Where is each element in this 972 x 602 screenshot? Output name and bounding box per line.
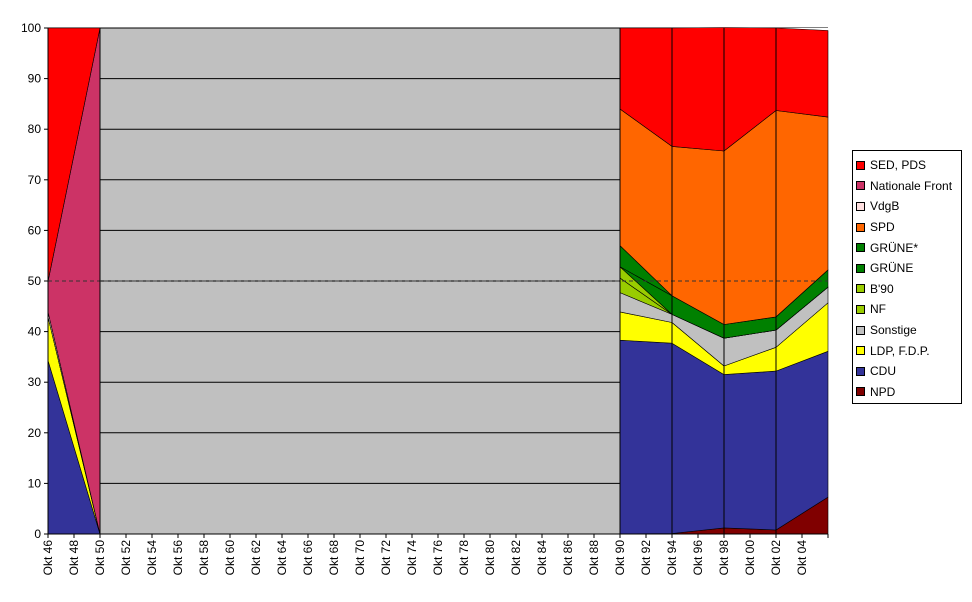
y-tick-label-100: 100: [21, 21, 41, 35]
legend-swatch: [856, 366, 865, 376]
x-tick-label-13: Okt 72: [379, 540, 393, 576]
y-tick-label-80: 80: [28, 122, 42, 136]
x-tick-label-26: Okt 98: [717, 540, 731, 576]
x-tick-label-14: Okt 74: [405, 540, 419, 576]
legend-label: VdgB: [870, 199, 900, 214]
legend-item-ldp-f-d-p: LDP, F.D.P.: [856, 340, 961, 361]
y-tick-label-90: 90: [28, 72, 42, 86]
legend-item-nf: NF: [856, 299, 961, 320]
x-tick-label-23: Okt 92: [639, 540, 653, 576]
y-tick-label-40: 40: [28, 325, 42, 339]
legend-swatch: [856, 325, 865, 335]
y-tick-label-60: 60: [28, 223, 42, 237]
x-tick-label-7: Okt 60: [223, 540, 237, 576]
x-tick-label-21: Okt 88: [587, 540, 601, 576]
legend-swatch: [856, 160, 865, 170]
x-tick-label-3: Okt 52: [119, 540, 133, 576]
legend-swatch: [856, 201, 865, 211]
x-tick-label-6: Okt 58: [197, 540, 211, 576]
x-tick-label-19: Okt 84: [535, 540, 549, 576]
legend-swatch: [856, 346, 865, 356]
legend-item-nationale-front: Nationale Front: [856, 176, 961, 197]
x-tick-label-18: Okt 82: [509, 540, 523, 576]
y-tick-label-30: 30: [28, 375, 42, 389]
legend-item-gr-ne: GRÜNE*: [856, 237, 961, 258]
x-tick-label-25: Okt 96: [691, 540, 705, 576]
x-tick-label-20: Okt 86: [561, 540, 575, 576]
x-tick-label-4: Okt 54: [145, 540, 159, 576]
legend-swatch: [856, 222, 865, 232]
legend-label: SPD: [870, 220, 895, 235]
legend-item-npd: NPD: [856, 382, 961, 403]
x-tick-label-15: Okt 76: [431, 540, 445, 576]
y-tick-label-10: 10: [28, 476, 42, 490]
legend-item-vdgb: VdgB: [856, 196, 961, 217]
x-tick-label-17: Okt 80: [483, 540, 497, 576]
chart-legend: SED, PDS Nationale Front VdgB SPD GRÜNE* GRÜN…: [852, 150, 962, 404]
legend-swatch: [856, 243, 865, 253]
legend-item-sonstige: Sonstige: [856, 320, 961, 341]
legend-label: SED, PDS: [870, 158, 927, 173]
y-tick-label-50: 50: [28, 274, 42, 288]
legend-item-gr-ne: GRÜNE: [856, 258, 961, 279]
x-tick-label-22: Okt 90: [613, 540, 627, 576]
legend-label: GRÜNE: [870, 261, 914, 276]
legend-label: Nationale Front: [870, 178, 953, 193]
x-tick-label-2: Okt 50: [93, 540, 107, 576]
y-tick-label-0: 0: [34, 527, 41, 541]
x-tick-label-12: Okt 70: [353, 540, 367, 576]
x-tick-label-1: Okt 48: [67, 540, 81, 576]
legend-swatch: [856, 304, 865, 314]
legend-label: Sonstige: [870, 323, 917, 338]
y-axis-ticks: 0 10 20 30 40 50 60 70 80 90 100: [21, 21, 48, 541]
x-tick-label-9: Okt 64: [275, 540, 289, 576]
legend-swatch: [856, 181, 865, 191]
x-tick-label-24: Okt 94: [665, 540, 679, 576]
legend-item-sed-pds: SED, PDS: [856, 155, 961, 176]
x-tick-label-11: Okt 68: [327, 540, 341, 576]
x-tick-label-10: Okt 66: [301, 540, 315, 576]
x-tick-label-29: Okt 04: [795, 540, 809, 576]
x-tick-label-5: Okt 56: [171, 540, 185, 576]
legend-label: LDP, F.D.P.: [870, 343, 930, 358]
legend-swatch: [856, 387, 865, 397]
legend-label: GRÜNE*: [870, 240, 919, 255]
legend-swatch: [856, 284, 865, 294]
legend-item-b-90: B'90: [856, 279, 961, 300]
x-tick-label-16: Okt 78: [457, 540, 471, 576]
x-tick-label-8: Okt 62: [249, 540, 263, 576]
legend-item-spd: SPD: [856, 217, 961, 238]
x-tick-label-0: Okt 46: [41, 540, 55, 576]
legend-swatch: [856, 263, 865, 273]
y-tick-label-20: 20: [28, 426, 42, 440]
x-tick-label-28: Okt 02: [769, 540, 783, 576]
y-tick-label-70: 70: [28, 173, 42, 187]
legend-item-cdu: CDU: [856, 361, 961, 382]
x-tick-label-27: Okt 00: [743, 540, 757, 576]
legend-label: NPD: [870, 384, 896, 399]
legend-label: B'90: [870, 281, 894, 296]
legend-label: CDU: [870, 364, 896, 379]
legend-label: NF: [870, 302, 886, 317]
x-axis-ticks: Okt 46 Okt 48 Okt 50 Okt 52 Okt 54 Okt 56 Okt …: [41, 534, 829, 576]
